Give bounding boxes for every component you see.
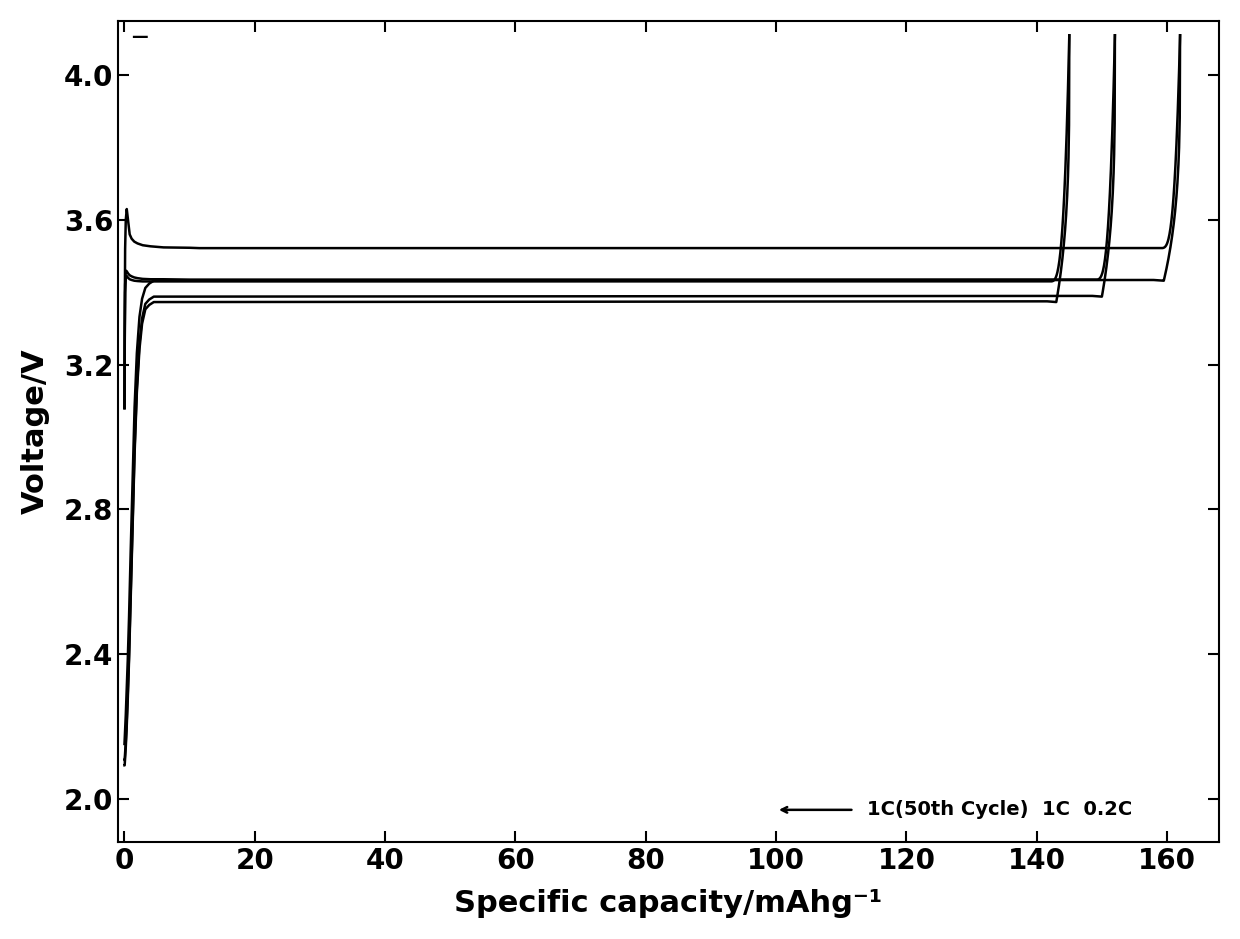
X-axis label: Specific capacity/mAhg⁻¹: Specific capacity/mAhg⁻¹ xyxy=(454,889,883,918)
Y-axis label: Voltage/V: Voltage/V xyxy=(21,348,50,515)
Text: 1C(50th Cycle)  1C  0.2C: 1C(50th Cycle) 1C 0.2C xyxy=(867,800,1132,820)
Text: —: — xyxy=(131,28,148,46)
